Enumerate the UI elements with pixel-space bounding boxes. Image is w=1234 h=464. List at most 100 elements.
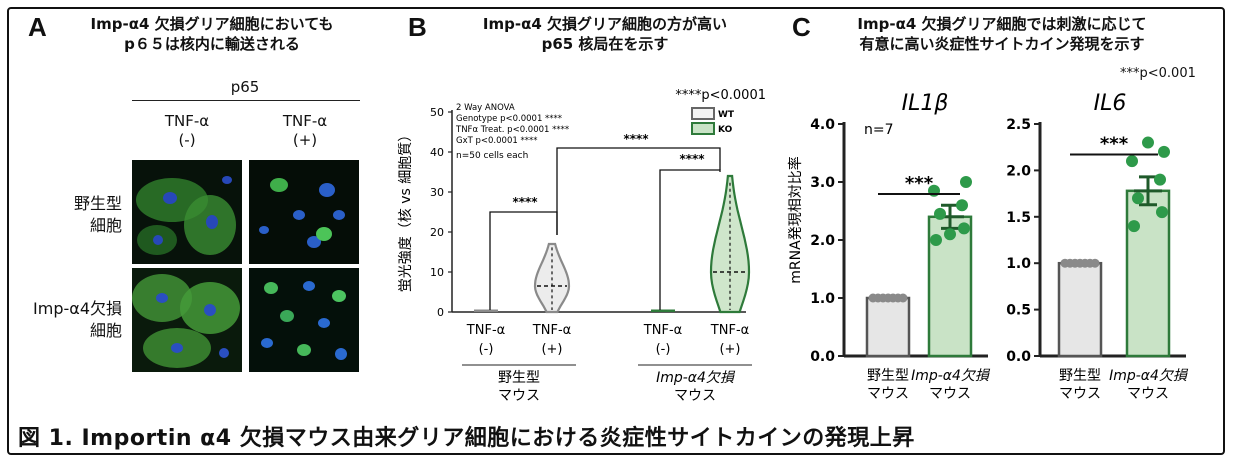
il1b-title: IL1β [902,91,949,116]
bracket-treat [556,147,721,235]
xlabel-ko-plus-a: TNF-α [710,323,749,338]
row-label-ko: Imp-α4欠損 細胞 [33,299,122,340]
il6-ytick-label-3: 1.5 [1006,210,1031,226]
il6-x-wt-line1: 野生型 [1059,368,1101,384]
il1b-x-wt-line2: マウス [867,386,909,402]
il1b-ko-point-2 [934,207,946,220]
col-header-plus: TNF-α (+) [282,112,328,149]
sig-ko: **** [679,152,705,166]
il6-bar-wt [1057,261,1103,358]
il1b-ko-point-1 [958,222,970,235]
panel-a-label: A [28,12,47,42]
il1b-bar-wt [865,296,911,358]
il6-ko-point-3 [1154,173,1166,186]
violin-ytick-label-0: 0 [437,306,444,319]
xlabel-wt-minus-a: TNF-α [466,323,505,338]
legend-ko-label: KO [718,125,733,135]
xlabel-ko-plus-b: (+) [719,342,740,357]
violin-ytick-label-5: 50 [430,106,444,119]
il1b-ko-point-0 [930,234,942,246]
il1b-x-ko-line1: Imp-α4欠損 [911,368,991,384]
violin-chart: 蛍光強度（核 vs 細胞質） 0 10 20 30 40 50 2 Way ANOVA G… [398,88,766,404]
il6-ko-point-4 [1126,155,1138,168]
panel-a-title: Imp-α4 欠損グリア細胞においても p６５は核内に輸送される [62,14,362,54]
micrograph-ko-plus [249,268,359,372]
il1b-chart: 0.0 1.0 2.0 3.0 4.0 *** [810,117,988,365]
micrograph-ko-minus [132,268,242,372]
xlabel-ko-minus-b: (-) [656,342,671,357]
il6-ko-point-0 [1128,220,1140,233]
il6-ko-point-6 [1142,136,1154,149]
bar-ylabel: mRNA発現相対比率 [787,156,804,283]
il1b-x-ko-line2: マウス [929,386,971,402]
sig-wt: **** [512,195,538,209]
il1b-ytick-label-2: 2.0 [810,233,835,249]
legend-wt-swatch [691,107,715,120]
il6-ko-point-2 [1132,192,1144,205]
il6-ytick-label-5: 2.5 [1006,117,1031,133]
il6-x-ko-line2: マウス [1127,386,1169,402]
stain-underline [132,100,360,101]
n-note: n=50 cells each [456,151,528,161]
il6-bar-ko [1125,189,1171,358]
panel-a-title-line2: p６５は核内に輸送される [124,35,300,53]
legend-wt-label: WT [718,110,735,120]
il1b-ytick-label-4: 4.0 [810,117,835,133]
violin-ytick-label-3: 30 [430,186,444,199]
xlabel-wt-plus-a: TNF-α [532,323,571,338]
legend-ko-swatch [691,122,715,135]
figure-frame [7,7,1225,455]
panel-b-title-line1: Imp-α4 欠損グリア細胞の方が高い [482,15,728,33]
il6-ytick-label-4: 2.0 [1006,163,1031,179]
il1b-ytick-label-0: 0.0 [810,349,835,365]
group-wt-line1: 野生型 [498,370,540,386]
il6-wt-point [1090,258,1100,268]
col-header-minus: TNF-α (-) [164,112,210,149]
group-ko-line2: マウス [674,388,716,404]
il6-sig-label: *** [1100,134,1129,155]
bar-charts: mRNA発現相対比率 n=7 IL1β IL6 0.0 1.0 2.0 3.0 4.0 *… [787,91,1189,402]
il1b-ko-point-3 [956,199,968,212]
panel-b-title-line2: p65 核局在を示す [541,35,669,53]
il6-x-wt-line2: マウス [1059,386,1101,402]
panel-c-title-line2: 有意に高い炎症性サイトカイン発現を示す [859,35,1145,53]
n-note-c: n=7 [864,122,894,138]
violin-ytick-label-1: 10 [430,266,444,279]
il1b-ko-point-5 [960,176,972,188]
violin-ytick-label-2: 20 [430,226,444,239]
stats-line-3: GxT p<0.0001 **** [456,136,537,146]
micrograph-wt-minus [132,160,242,264]
il1b-sig-label: *** [905,173,934,194]
il6-title: IL6 [1094,91,1127,116]
violin-ticks: 0 10 20 30 40 50 [430,106,452,319]
bracket-ko [659,169,721,310]
il6-ytick-label-2: 1.0 [1006,256,1031,272]
il1b-ytick-label-3: 3.0 [810,175,835,191]
il1b-x-wt-line1: 野生型 [867,368,909,384]
pvalue-note-c: ***p<0.001 [1120,66,1196,81]
panel-c-title: Imp-α4 欠損グリア細胞では刺激に応じて 有意に高い炎症性サイトカイン発現を… [822,14,1182,54]
panel-c-label: C [792,12,811,42]
il6-ko-point-5 [1158,145,1170,158]
stats-line-1: Genotype p<0.0001 **** [456,114,562,124]
group-wt-line2: マウス [498,388,540,404]
panel-c-title-line1: Imp-α4 欠損グリア細胞では刺激に応じて [857,15,1147,33]
il6-ytick-label-1: 0.5 [1006,303,1031,319]
il6-ko-point-1 [1156,206,1168,219]
il6-x-ko-line1: Imp-α4欠損 [1109,368,1189,384]
panel-b-title: Imp-α4 欠損グリア細胞の方が高い p65 核局在を示す [440,14,770,54]
violin-ylabel: 蛍光強度（核 vs 細胞質） [398,128,414,292]
stats-line-2: TNFα Treat. p<0.0001 **** [455,125,569,135]
stain-label: p65 [230,78,260,96]
sig-treat: **** [623,132,649,146]
pvalue-note-b: ****p<0.0001 [675,88,766,103]
xlabel-wt-minus-b: (-) [479,342,494,357]
il6-ytick-label-0: 0.0 [1006,349,1031,365]
panel-b-label: B [408,12,427,42]
xlabel-ko-minus-a: TNF-α [643,323,682,338]
group-ko-line1: Imp-α4欠損 [656,370,736,386]
il6-chart: 0.0 0.5 1.0 1.5 2.0 2.5 *** [1006,117,1186,365]
micrograph-wt-plus [249,160,359,264]
figure-caption: 図 1. Importin α4 欠損マウス由来グリア細胞における炎症性サイトカ… [18,426,915,451]
il1b-wt-point [898,293,908,303]
